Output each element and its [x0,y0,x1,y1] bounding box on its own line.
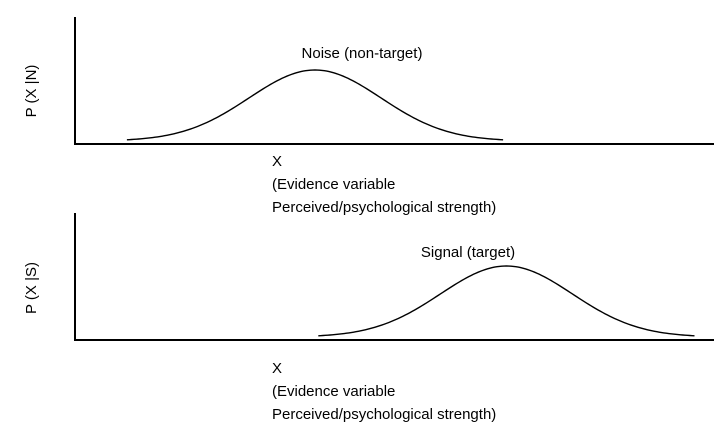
signal-curve [318,265,695,337]
noise-x-axis-label-line-3: Perceived/psychological strength) [272,199,496,216]
signal-panel: Signal (target) P (X |S) X (Evidence var… [23,213,714,423]
signal-series-label: Signal (target) [421,244,515,261]
signal-y-axis-label: P (X |S) [23,262,40,314]
signal-x-axis-label-line-2: (Evidence variable [272,383,395,400]
noise-series-label: Noise (non-target) [302,45,423,62]
noise-curve [126,69,504,141]
noise-x-axis-label-line-1: X [272,153,282,170]
signal-x-axis-label-line-1: X [272,360,282,377]
noise-panel: Noise (non-target) P (X |N) X (Evidence … [23,17,714,216]
noise-y-axis-label: P (X |N) [23,65,40,118]
noise-x-axis-label-line-2: (Evidence variable [272,176,395,193]
signal-x-axis-label-line-3: Perceived/psychological strength) [272,406,496,423]
